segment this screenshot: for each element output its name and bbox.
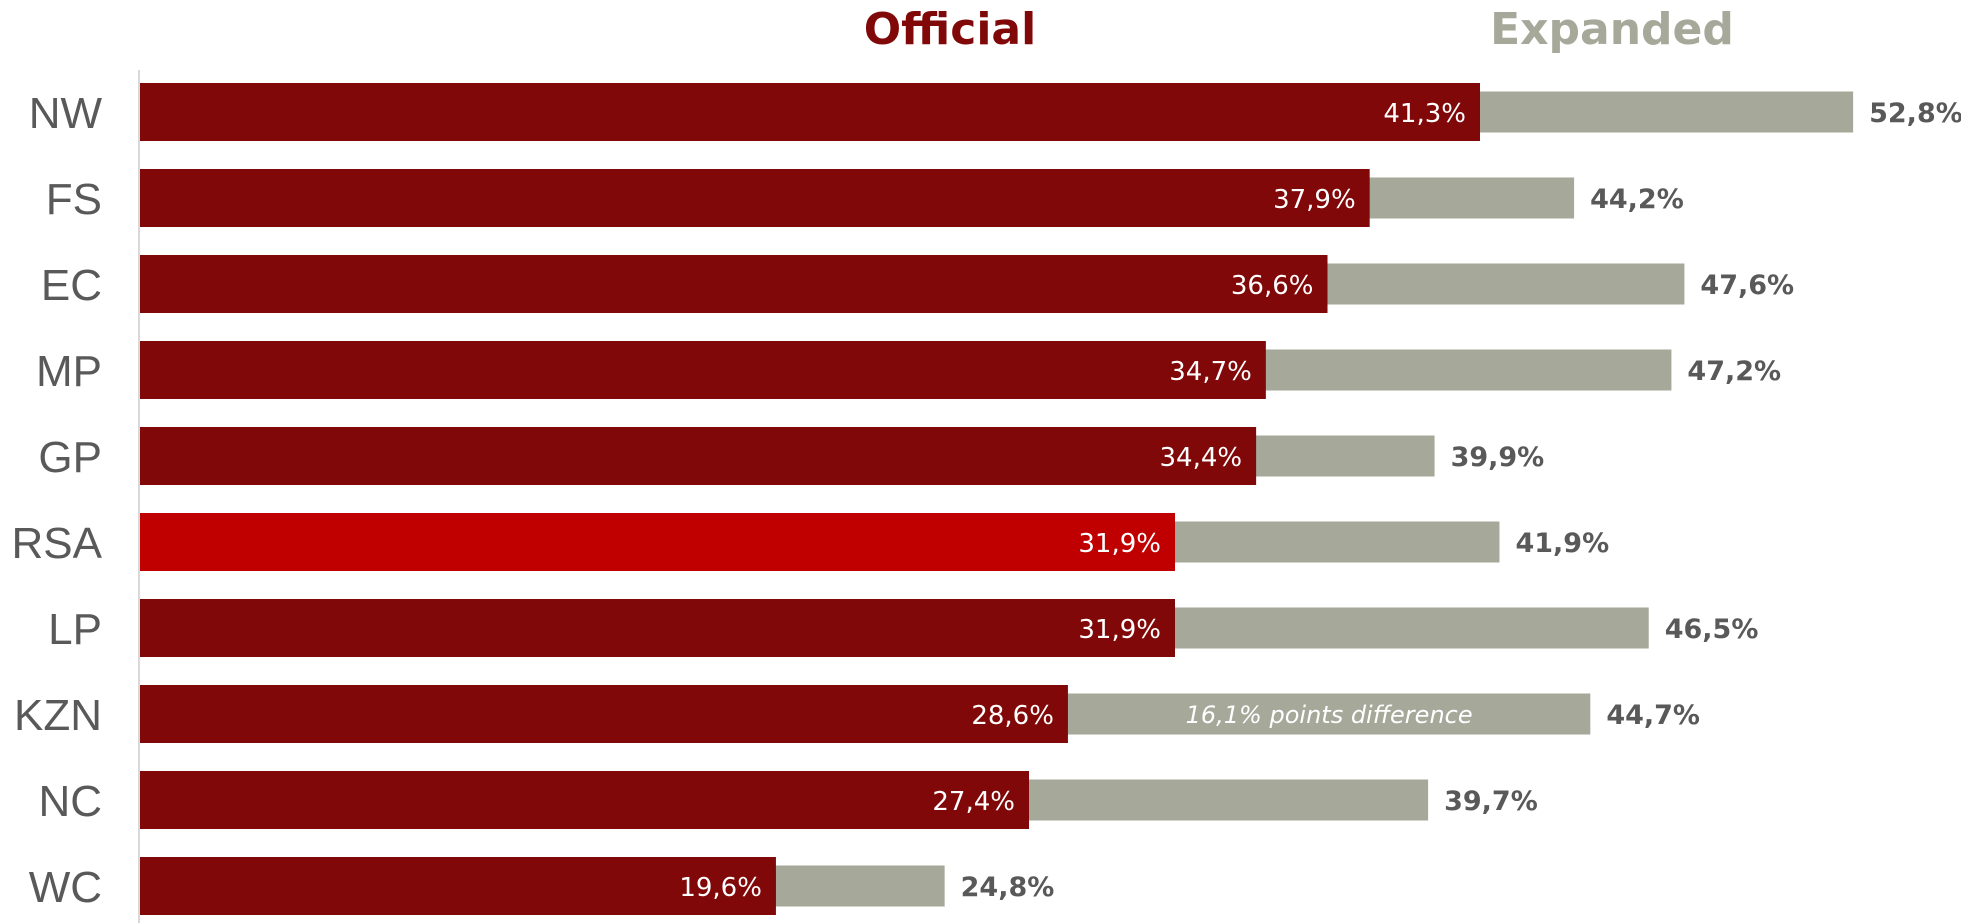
category-label-nc: NC	[38, 777, 102, 826]
category-label-fs: FS	[46, 175, 102, 224]
official-value-label-wc: 19,6%	[679, 873, 762, 903]
legend-expanded: Expanded	[1490, 4, 1734, 55]
category-label-gp: GP	[38, 433, 102, 482]
category-label-lp: LP	[48, 605, 102, 654]
category-label-wc: WC	[29, 863, 102, 912]
expanded-value-label-rsa: 41,9%	[1515, 528, 1609, 559]
official-value-label-lp: 31,9%	[1078, 615, 1161, 645]
official-bar-kzn	[140, 685, 1068, 743]
official-value-label-kzn: 28,6%	[971, 701, 1054, 731]
official-value-label-mp: 34,7%	[1169, 357, 1252, 387]
official-bar-ec	[140, 255, 1328, 313]
official-value-label-nc: 27,4%	[932, 787, 1015, 817]
official-value-label-rsa: 31,9%	[1078, 529, 1161, 559]
official-bar-rsa	[140, 513, 1176, 571]
category-label-ec: EC	[41, 261, 102, 310]
official-bar-wc	[140, 857, 776, 915]
official-bar-lp	[140, 599, 1176, 657]
category-label-kzn: KZN	[14, 691, 102, 740]
expanded-value-label-gp: 39,9%	[1451, 442, 1545, 473]
expanded-value-label-kzn: 44,7%	[1606, 700, 1700, 731]
expanded-value-label-fs: 44,2%	[1590, 184, 1684, 215]
official-bar-gp	[140, 427, 1257, 485]
expanded-value-label-ec: 47,6%	[1700, 270, 1794, 301]
category-label-mp: MP	[36, 347, 102, 396]
expanded-value-label-nc: 39,7%	[1444, 786, 1538, 817]
official-bar-fs	[140, 169, 1370, 227]
official-value-label-nw: 41,3%	[1383, 99, 1466, 129]
official-value-label-gp: 34,4%	[1160, 443, 1243, 473]
expanded-value-label-wc: 24,8%	[961, 872, 1055, 903]
official-value-label-fs: 37,9%	[1273, 185, 1356, 215]
legend-official: Official	[864, 4, 1036, 55]
expanded-value-label-lp: 46,5%	[1665, 614, 1759, 645]
official-bar-nw	[140, 83, 1480, 141]
expanded-value-label-nw: 52,8%	[1869, 98, 1961, 129]
official-bar-mp	[140, 341, 1266, 399]
difference-annotation: 16,1% points difference	[1186, 701, 1473, 729]
expanded-value-label-mp: 47,2%	[1687, 356, 1781, 387]
category-label-rsa: RSA	[12, 519, 103, 568]
category-label-nw: NW	[29, 89, 103, 138]
official-value-label-ec: 36,6%	[1231, 271, 1314, 301]
official-bar-nc	[140, 771, 1030, 829]
